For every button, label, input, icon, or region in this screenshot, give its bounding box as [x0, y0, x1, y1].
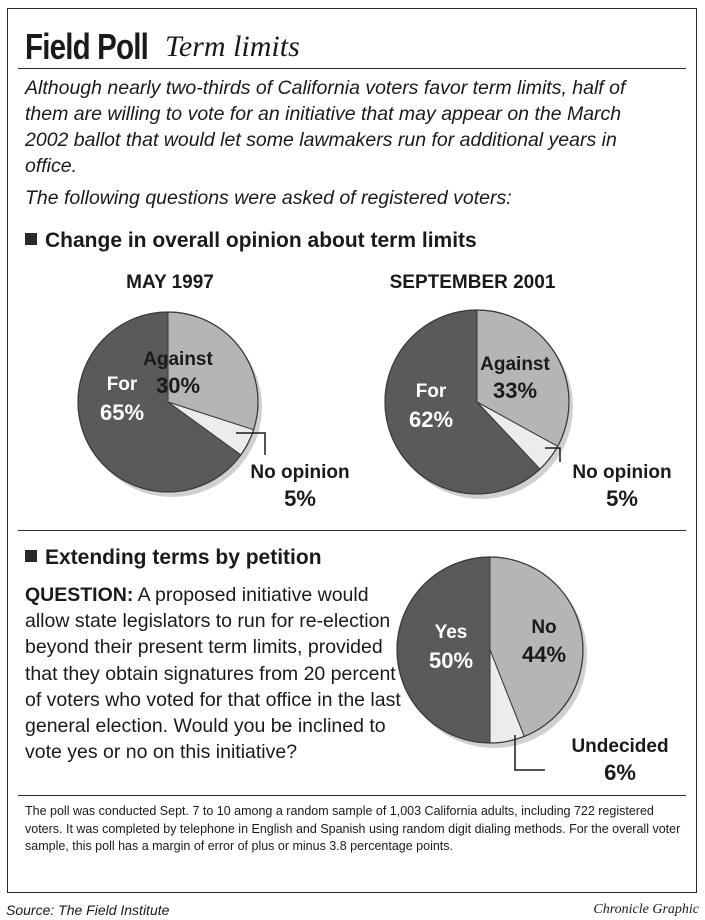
pie-2-value-against: 33%	[493, 378, 537, 403]
title-row: Field Poll Term limits	[25, 26, 300, 68]
footnote-text: The poll was conducted Sept. 7 to 10 amo…	[25, 804, 681, 853]
intro-text: Although nearly two-thirds of California…	[25, 77, 626, 177]
section-1-title: Change in overall opinion about term lim…	[45, 229, 477, 252]
pie-2-outline	[384, 309, 570, 495]
pie-2-label-for: For	[416, 381, 447, 402]
graphic-frame	[7, 8, 697, 893]
section-1-heading: Change in overall opinion about term lim…	[25, 229, 477, 253]
pie-3-value-yes: 50%	[429, 648, 473, 673]
pie-2-label-against: Against	[480, 354, 550, 375]
pie-1-value-for: 65%	[100, 400, 144, 425]
pie-1-label-for: For	[107, 374, 138, 395]
question-label: QUESTION:	[25, 584, 134, 606]
pie-3-leader-undecided	[514, 735, 545, 771]
question-body: A proposed initiative would allow state …	[25, 584, 401, 764]
pie-1-label-against: Against	[143, 349, 213, 370]
graphic-subtitle: Term limits	[165, 30, 300, 63]
footnote-rule	[18, 795, 686, 796]
title-rule	[18, 68, 686, 69]
graphic-title: Field Poll	[25, 26, 149, 67]
section-rule	[18, 530, 686, 531]
pie-1-title: MAY 1997	[126, 272, 214, 293]
pie-3-label-yes: Yes	[435, 622, 468, 643]
pie-2-leader-no-opinion	[545, 447, 561, 462]
pie-1-outline	[77, 311, 259, 493]
question-text: QUESTION: A proposed initiative would al…	[25, 582, 405, 765]
pie-3-label-undecided: Undecided	[571, 736, 668, 757]
pie-1-value-no-opinion: 5%	[284, 486, 316, 511]
section-bullet-icon	[25, 233, 37, 245]
pie-2-title: SEPTEMBER 2001	[389, 272, 556, 293]
section-2-title: Extending terms by petition	[45, 546, 322, 569]
pie-1-label-no-opinion: No opinion	[250, 462, 349, 483]
pie-2-value-for: 62%	[409, 407, 453, 432]
pie-2-value-no-opinion: 5%	[606, 486, 638, 511]
asked-text: The following questions were asked of re…	[25, 187, 512, 209]
pie-1-leader-no-opinion	[236, 432, 266, 455]
pie-3-value-undecided: 6%	[604, 760, 636, 785]
section-2-heading: Extending terms by petition	[25, 546, 322, 570]
pie-3-label-no: No	[531, 617, 556, 638]
pie-3-outline	[396, 556, 584, 744]
source-text: Source: The Field Institute	[6, 902, 170, 918]
pie-1-value-against: 30%	[156, 373, 200, 398]
pie-3-value-no: 44%	[522, 642, 566, 667]
credit-text: Chronicle Graphic	[593, 902, 699, 917]
pie-2-label-no-opinion: No opinion	[572, 462, 671, 483]
section-bullet-icon	[25, 550, 37, 562]
